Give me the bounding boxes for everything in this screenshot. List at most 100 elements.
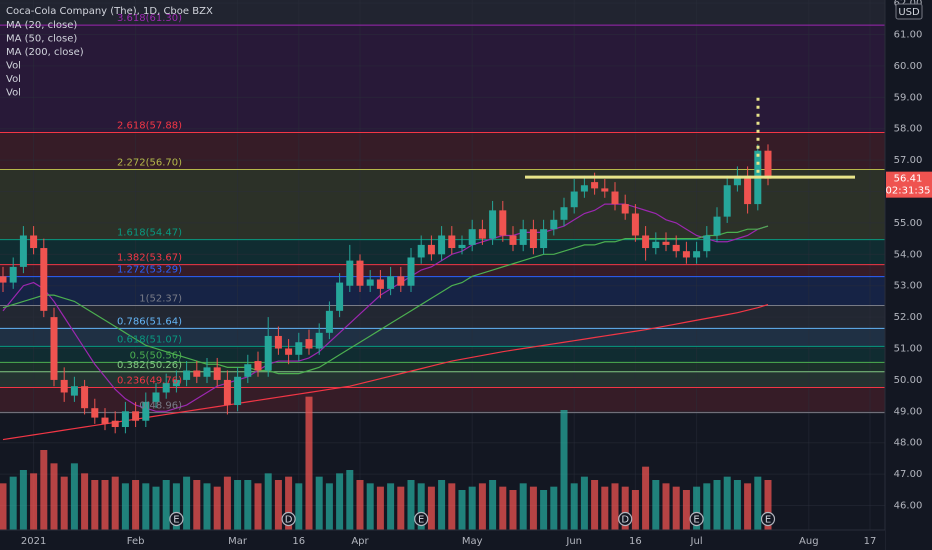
event-marker xyxy=(760,511,776,527)
volume-bar xyxy=(356,480,364,530)
volume-bar xyxy=(519,483,527,530)
candle-body xyxy=(121,411,129,428)
candle-body xyxy=(570,191,578,208)
volume-bar xyxy=(366,483,374,530)
candle-body xyxy=(30,235,38,249)
candle-body xyxy=(376,279,384,289)
volume-bar xyxy=(274,480,282,530)
candle-body xyxy=(223,379,231,406)
fib-band xyxy=(0,387,885,413)
y-tick-label: 60.00 xyxy=(894,61,923,72)
x-tick-label: Aug xyxy=(799,536,819,547)
fib-band xyxy=(0,0,885,26)
y-tick-label: 59.00 xyxy=(894,92,923,103)
volume-bar xyxy=(601,486,609,530)
fib-band xyxy=(0,328,885,347)
volume-bar xyxy=(19,470,27,530)
candle-body xyxy=(111,420,119,428)
fib-label: 1(52.37) xyxy=(139,294,182,305)
legend-entry: MA (50, close) xyxy=(6,34,77,45)
candle-body xyxy=(366,279,374,286)
candle-body xyxy=(448,235,456,249)
candle-body xyxy=(672,244,680,252)
candle-body xyxy=(621,204,629,214)
candle-body xyxy=(478,229,486,239)
fib-label: 0.5(50.56) xyxy=(130,350,182,361)
volume-bar xyxy=(427,486,435,530)
fib-label: 0.236(49.76) xyxy=(117,375,182,386)
volume-bar xyxy=(183,476,191,530)
candle-body xyxy=(19,235,27,267)
volume-bar xyxy=(407,480,415,530)
fib-label: 1.382(53.67) xyxy=(117,253,182,264)
fib-label: 3.618(61.30) xyxy=(117,13,182,24)
volume-bar xyxy=(244,480,252,530)
candle-body xyxy=(50,317,58,380)
volume-bar xyxy=(397,486,405,530)
candle-body xyxy=(529,229,537,249)
y-tick-label: 54.00 xyxy=(894,249,923,260)
volume-bar xyxy=(295,483,303,530)
volume-bar xyxy=(560,410,568,530)
volume-bar xyxy=(672,486,680,530)
candle-body xyxy=(336,282,344,311)
volume-bar xyxy=(50,463,58,530)
volume-bar xyxy=(529,486,537,530)
candle-body xyxy=(468,229,476,245)
y-tick-label: 52.00 xyxy=(894,312,923,323)
event-label: E xyxy=(418,515,424,526)
y-tick-label: 49.00 xyxy=(894,406,923,417)
plot-area: 0(48.96) 0.236(49.76) 0.382(50.26)0.5(50.5… xyxy=(0,0,885,530)
event-label: D xyxy=(285,515,293,526)
candle-body xyxy=(642,235,650,249)
volume-bar xyxy=(142,483,150,530)
candle-body xyxy=(193,370,201,377)
volume-bar xyxy=(193,480,201,530)
volume-bar xyxy=(60,476,68,530)
candle-body xyxy=(407,257,415,286)
candle-body xyxy=(499,210,507,236)
candle-body xyxy=(662,241,670,245)
x-tick-label: Jun xyxy=(565,536,582,547)
fib-label: 0.382(50.26) xyxy=(117,360,182,371)
volume-bar xyxy=(448,483,456,530)
candle-body xyxy=(550,219,558,230)
candle-body xyxy=(693,251,701,258)
y-tick-label: 53.00 xyxy=(894,281,923,292)
currency-badge xyxy=(895,3,923,20)
volume-bar xyxy=(336,473,344,530)
volume-bar xyxy=(254,483,262,530)
volume-bar xyxy=(754,476,762,530)
event-marker xyxy=(281,511,296,527)
volume-bar xyxy=(0,483,7,530)
y-tick-label: 47.00 xyxy=(894,469,923,480)
ma-line xyxy=(2,303,769,441)
fib-band xyxy=(0,25,885,133)
candle-body xyxy=(387,276,395,289)
candle-body xyxy=(601,188,609,192)
candle-body xyxy=(132,411,140,421)
candle-body xyxy=(703,235,711,252)
candle-body xyxy=(519,229,527,245)
candle-body xyxy=(346,260,354,286)
ma-line xyxy=(2,203,769,412)
legend-entry: Vol xyxy=(6,88,21,99)
volume-bar xyxy=(703,483,711,530)
candle-body xyxy=(0,276,7,283)
candle-body xyxy=(142,401,150,421)
candle-body xyxy=(591,182,599,189)
volume-bar xyxy=(30,473,38,530)
candle-body xyxy=(152,392,160,402)
candle-body xyxy=(764,150,772,179)
candle-body xyxy=(40,248,48,311)
y-tick-label: 48.00 xyxy=(894,438,923,449)
volume-bar xyxy=(172,483,180,530)
volume-bar xyxy=(642,466,650,530)
volume-bar xyxy=(213,486,221,530)
fib-band xyxy=(0,362,885,372)
candle-body xyxy=(652,241,660,249)
volume-bar xyxy=(489,480,497,530)
candle-body xyxy=(244,364,252,377)
volume-bar xyxy=(315,476,323,530)
volume-bar xyxy=(499,486,507,530)
